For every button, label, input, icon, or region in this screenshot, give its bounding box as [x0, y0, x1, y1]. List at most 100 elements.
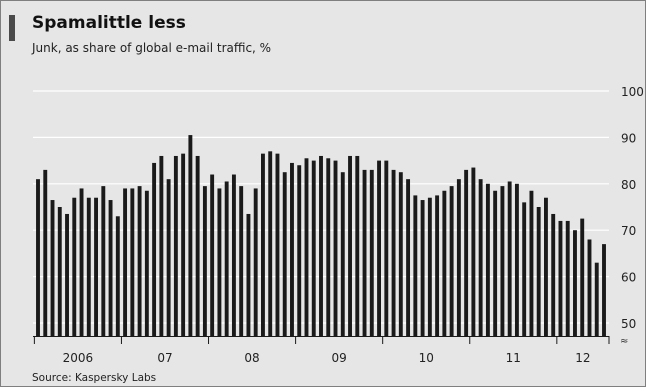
x-tick-label-10: 10	[419, 351, 434, 365]
bar	[544, 197, 548, 336]
bar	[580, 218, 585, 336]
y-tick-label-60: 60	[621, 271, 636, 285]
bar	[406, 179, 411, 336]
x-tick-label-09: 09	[332, 351, 347, 365]
bar	[485, 183, 490, 336]
chart-source: Source: Kaspersky Labs	[32, 372, 157, 384]
bar	[210, 174, 215, 336]
bar	[253, 188, 258, 336]
chart-title: Spamalittle less	[32, 13, 186, 33]
bar	[355, 155, 360, 336]
bar	[587, 239, 592, 336]
bar	[594, 262, 599, 336]
bar	[144, 190, 149, 336]
bar	[420, 200, 425, 336]
bar	[43, 169, 48, 336]
bar	[65, 213, 69, 336]
bar	[246, 213, 251, 336]
bar	[108, 200, 113, 336]
bar	[224, 181, 229, 336]
bar	[377, 160, 381, 336]
bar	[558, 220, 563, 336]
bar	[602, 244, 606, 336]
bar	[507, 181, 512, 336]
bar	[115, 216, 120, 336]
bar	[311, 160, 316, 336]
bar	[514, 183, 519, 336]
bar	[72, 197, 77, 336]
bar	[268, 151, 273, 336]
y-tick-label-70: 70	[621, 224, 636, 238]
bars	[36, 135, 606, 336]
bar	[435, 195, 440, 336]
bar	[340, 172, 345, 336]
y-tick-label-80: 80	[621, 178, 636, 192]
bar	[362, 169, 367, 336]
bar	[202, 186, 207, 336]
bar	[290, 162, 294, 336]
bar	[471, 167, 476, 336]
bar	[57, 207, 62, 336]
y-tick-label-100: 100	[621, 85, 644, 99]
bar	[231, 174, 236, 336]
bar	[261, 153, 265, 336]
x-tick-label-2006: 2006	[63, 351, 94, 365]
bar	[369, 169, 374, 336]
bar	[86, 197, 91, 336]
chart-subtitle: Junk, as share of global e-mail traffic,…	[32, 41, 272, 55]
bar	[493, 190, 498, 336]
bar	[478, 179, 483, 336]
bar	[326, 158, 331, 336]
bar	[275, 153, 280, 336]
bar	[573, 230, 577, 336]
bar	[36, 179, 40, 336]
bar	[181, 153, 186, 336]
y-tick-labels: 50 60 70 80 90 100 ≈	[620, 85, 644, 347]
bar	[297, 165, 302, 336]
title-accent-tab	[9, 15, 15, 41]
bar	[536, 207, 541, 336]
bar	[522, 202, 527, 336]
axis-break-mark: ≈	[620, 336, 628, 347]
bar	[464, 169, 469, 336]
bar	[101, 186, 106, 336]
bar	[130, 188, 135, 336]
bar	[166, 179, 171, 336]
bar	[398, 172, 403, 336]
bar	[282, 172, 287, 336]
bar	[217, 188, 222, 336]
x-tick-label-11: 11	[506, 351, 521, 365]
x-axis	[33, 336, 610, 344]
bar	[319, 155, 323, 336]
bar	[449, 186, 454, 336]
bar	[195, 155, 200, 336]
bar	[137, 186, 142, 336]
bar	[239, 186, 244, 336]
bar	[333, 160, 338, 336]
bar	[391, 169, 396, 336]
bar	[123, 188, 128, 336]
bar	[442, 190, 447, 336]
bar	[79, 188, 84, 336]
bar	[427, 197, 432, 336]
x-tick-label-12: 12	[575, 351, 590, 365]
bar	[348, 155, 352, 336]
bar	[551, 213, 556, 336]
x-tick-label-07: 07	[157, 351, 172, 365]
bar	[384, 160, 389, 336]
bar	[456, 179, 461, 336]
y-tick-label-50: 50	[621, 317, 636, 331]
bar	[94, 197, 98, 336]
bar	[173, 155, 178, 336]
bar	[413, 195, 418, 336]
bar	[500, 186, 505, 336]
x-tick-label-08: 08	[244, 351, 259, 365]
bar	[304, 158, 309, 336]
bar	[50, 200, 55, 336]
y-tick-label-90: 90	[621, 131, 636, 145]
bar	[529, 190, 534, 336]
bar	[565, 220, 570, 336]
bar	[159, 155, 164, 336]
